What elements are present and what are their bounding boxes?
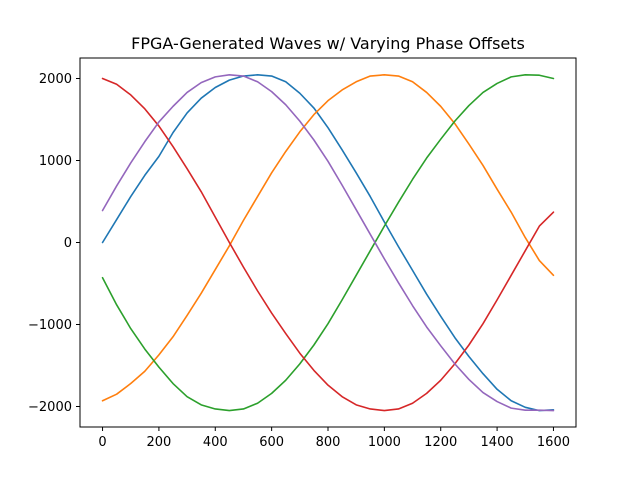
y-axis: −2000 −1000 0 1000 2000 <box>28 72 80 415</box>
x-tick-label: 1200 <box>424 435 457 450</box>
x-tick-label: 800 <box>316 435 341 450</box>
chart-title: FPGA-Generated Waves w/ Varying Phase Of… <box>131 34 525 53</box>
y-tick-label: 0 <box>64 236 72 251</box>
y-tick-label: 1000 <box>39 154 72 169</box>
series-line-1 <box>101 74 555 412</box>
series-line-2 <box>101 74 555 402</box>
y-tick-label: −2000 <box>28 400 72 415</box>
series-line-3 <box>101 74 555 412</box>
x-tick-label: 1000 <box>368 435 401 450</box>
x-tick-label: 1400 <box>481 435 514 450</box>
plot-series-group <box>101 74 555 412</box>
series-line-4 <box>101 77 555 412</box>
y-tick-label: −1000 <box>28 318 72 333</box>
x-axis: 0 200 400 600 800 1000 1200 1400 1600 <box>98 427 570 450</box>
y-tick-label: 2000 <box>39 72 72 87</box>
plot-frame <box>79 57 577 428</box>
x-tick-label: 0 <box>98 435 106 450</box>
x-tick-label: 600 <box>259 435 284 450</box>
x-tick-label: 400 <box>203 435 228 450</box>
x-tick-label: 1600 <box>537 435 570 450</box>
x-tick-label: 200 <box>146 435 171 450</box>
series-line-5 <box>101 74 555 412</box>
